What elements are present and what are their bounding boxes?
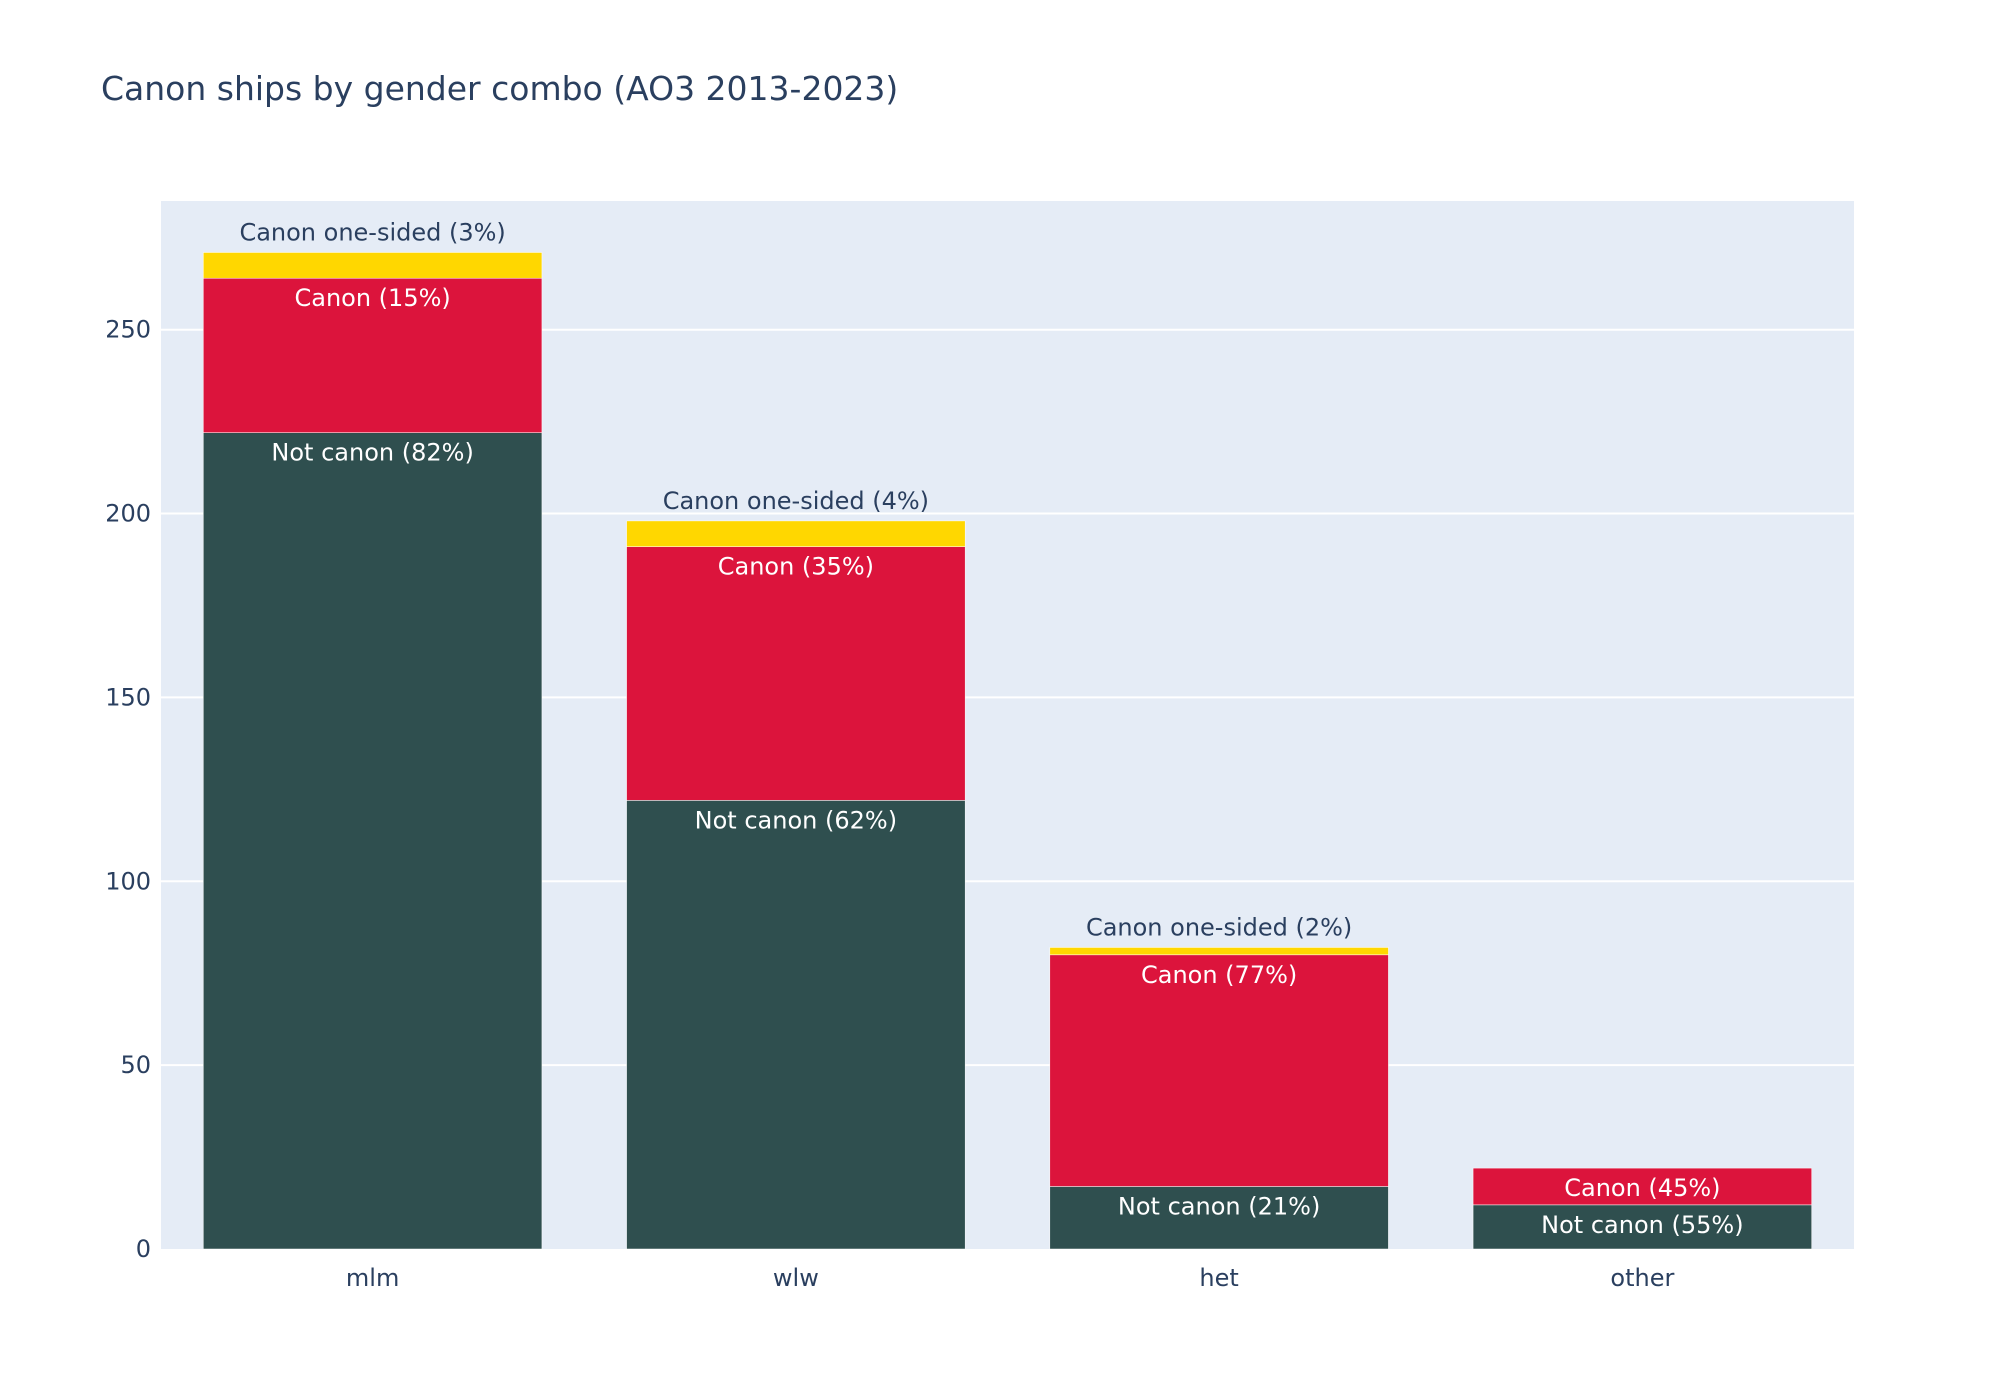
y-tick-label: 200 (105, 500, 151, 528)
data-label: Canon (77%) (1141, 961, 1297, 989)
bars (203, 252, 1812, 1250)
data-label: Canon (45%) (1564, 1174, 1720, 1202)
y-tick-label: 50 (120, 1051, 151, 1079)
y-tick-label: 0 (136, 1235, 151, 1263)
bar-segment (203, 252, 543, 279)
x-tick-label: het (1199, 1264, 1238, 1292)
bar-segment (203, 432, 543, 1250)
y-axis-ticks: 0 50 100 150 200 250 (105, 316, 151, 1263)
data-label: Not canon (21%) (1118, 1192, 1320, 1220)
y-tick-label: 250 (105, 316, 151, 344)
bar-segment (626, 520, 966, 547)
bar-segment (626, 546, 966, 801)
x-tick-label: wlw (773, 1264, 819, 1292)
bar-segment (1472, 1204, 1812, 1250)
data-label: Not canon (62%) (695, 806, 897, 834)
data-label: Canon one-sided (2%) (1086, 913, 1352, 941)
bar-segment (1049, 954, 1389, 1187)
bar-segment (1049, 947, 1389, 956)
y-tick-label: 150 (105, 683, 151, 711)
data-label: Canon one-sided (3%) (239, 218, 505, 246)
x-tick-label: mlm (346, 1264, 399, 1292)
data-labels: Not canon (82%) Canon (15%) Canon one-side… (239, 218, 1743, 1238)
y-tick-label: 100 (105, 867, 151, 895)
data-label: Canon (15%) (294, 284, 450, 312)
data-label: Not canon (55%) (1541, 1211, 1743, 1239)
x-tick-label: other (1610, 1264, 1674, 1292)
chart-title: Canon ships by gender combo (AO3 2013-20… (101, 69, 898, 108)
bar-segment (626, 800, 966, 1250)
data-label: Canon (35%) (718, 553, 874, 581)
bar-segment (1472, 1167, 1812, 1206)
bar-segment (203, 277, 543, 433)
x-axis-ticks: mlm wlw het other (346, 1264, 1675, 1292)
data-label: Canon one-sided (4%) (663, 487, 929, 515)
data-label: Not canon (82%) (271, 439, 473, 467)
